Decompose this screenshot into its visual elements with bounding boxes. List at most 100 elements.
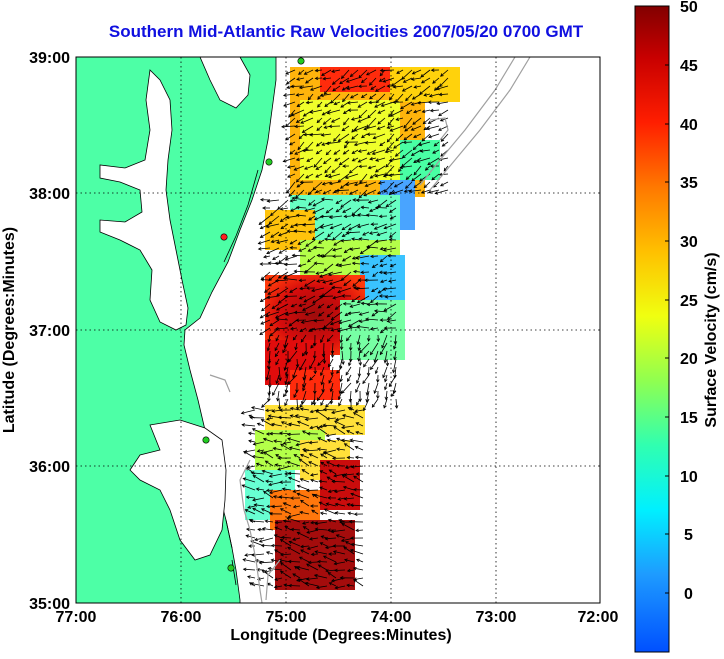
- vector-arrowhead: [356, 324, 361, 329]
- vector-arrowhead: [427, 120, 432, 124]
- vector-arrowhead: [374, 104, 378, 108]
- velocity-vector: [421, 133, 431, 142]
- vector-arrowhead: [298, 303, 303, 307]
- velocity-vector: [395, 133, 404, 142]
- vector-arrowhead: [351, 150, 356, 154]
- vector-arrowhead: [274, 463, 279, 467]
- velocity-vector: [334, 489, 346, 493]
- vector-arrowhead: [267, 283, 272, 287]
- velocity-vector: [312, 231, 325, 240]
- vector-arrowhead: [292, 573, 297, 577]
- vector-arrowhead: [349, 548, 354, 553]
- colorbar-tick-label: 40: [680, 117, 698, 134]
- velocity-vector: [383, 247, 397, 251]
- vector-arrowhead: [298, 248, 302, 252]
- velocity-vector: [323, 350, 325, 364]
- velocity-vector: [345, 173, 359, 179]
- vector-arrowhead: [267, 291, 272, 295]
- vector-arrowhead: [343, 249, 348, 254]
- velocity-vector: [322, 279, 334, 283]
- vector-arrowhead: [275, 454, 279, 458]
- velocity-vector: [280, 553, 292, 556]
- vector-arrowhead: [341, 127, 346, 132]
- velocity-vector: [366, 390, 370, 402]
- vector-arrowhead: [276, 292, 280, 297]
- vector-arrowhead: [311, 401, 315, 406]
- velocity-vector: [389, 231, 397, 238]
- vector-arrowhead: [378, 214, 383, 219]
- velocity-vector: [409, 189, 422, 192]
- velocity-vector: [271, 239, 280, 243]
- vector-arrowhead: [332, 248, 337, 252]
- velocity-vector: [262, 470, 274, 475]
- vector-arrowhead: [376, 338, 381, 343]
- vector-arrowhead: [385, 203, 390, 208]
- vector-arrowhead: [373, 359, 377, 363]
- vector-arrowhead: [357, 119, 362, 123]
- station-marker: [202, 436, 210, 444]
- velocity-vector: [349, 189, 359, 195]
- velocity-vector: [346, 584, 355, 587]
- vector-arrowhead: [313, 370, 317, 375]
- velocity-vector: [433, 181, 440, 188]
- colorbar-tick-label: 45: [680, 58, 698, 75]
- velocity-vector: [307, 545, 319, 550]
- velocity-vector: [381, 101, 395, 107]
- vector-arrowhead: [332, 550, 337, 554]
- velocity-vector: [348, 358, 352, 366]
- velocity-vector: [319, 425, 328, 428]
- velocity-vector: [318, 311, 325, 317]
- vector-arrowhead: [408, 189, 413, 193]
- velocity-vector: [425, 165, 431, 171]
- velocity-vector: [385, 157, 395, 168]
- velocity-vector: [303, 366, 307, 380]
- velocity-vector: [390, 125, 404, 132]
- velocity-vector: [391, 77, 404, 87]
- x-axis-label: Longitude (Degrees:Minutes): [230, 627, 451, 644]
- y-tick-label: 38:00: [29, 186, 70, 203]
- vector-arrowhead: [311, 288, 315, 293]
- velocity-vector: [248, 440, 256, 443]
- velocity-vector: [272, 255, 280, 260]
- vector-arrowhead: [308, 461, 312, 465]
- vector-arrowhead: [431, 176, 435, 181]
- vector-arrowhead: [306, 158, 310, 162]
- vector-arrowhead: [257, 241, 262, 245]
- vector-arrowhead: [277, 467, 281, 471]
- vector-arrowhead: [373, 226, 378, 230]
- vector-arrowhead: [323, 91, 328, 95]
- vector-arrowhead: [379, 142, 384, 147]
- velocity-vector: [330, 319, 343, 325]
- vector-arrowhead: [379, 318, 384, 322]
- velocity-vector: [327, 334, 334, 342]
- vector-arrowhead: [383, 308, 388, 312]
- vector-arrowhead: [250, 406, 255, 410]
- velocity-vector: [258, 239, 271, 244]
- vector-arrowhead: [266, 504, 270, 509]
- velocity-vector: [281, 421, 292, 427]
- vector-arrowhead: [319, 542, 324, 546]
- velocity-vector: [396, 117, 404, 121]
- vector-arrowhead: [259, 315, 264, 319]
- vector-arrowhead: [354, 445, 359, 450]
- vector-arrowhead: [360, 205, 365, 210]
- velocity-vector: [355, 382, 361, 393]
- velocity-vector: [339, 358, 343, 369]
- velocity-vector: [305, 239, 316, 247]
- velocity-vector: [344, 443, 355, 451]
- vector-arrowhead: [341, 226, 346, 231]
- velocity-vector: [288, 513, 301, 518]
- vector-arrowhead: [403, 124, 407, 129]
- velocity-vector: [389, 157, 404, 162]
- vector-arrowhead: [279, 570, 284, 575]
- vector-arrowhead: [318, 313, 322, 317]
- velocity-vector: [316, 141, 323, 147]
- velocity-vector: [308, 561, 319, 563]
- vector-arrowhead: [304, 581, 309, 586]
- velocity-vector: [263, 438, 274, 443]
- vector-arrowhead: [266, 199, 271, 203]
- vector-arrowhead: [279, 408, 283, 412]
- vector-arrowhead: [366, 338, 371, 342]
- vector-arrowhead: [295, 205, 300, 210]
- velocity-vector: [290, 415, 301, 419]
